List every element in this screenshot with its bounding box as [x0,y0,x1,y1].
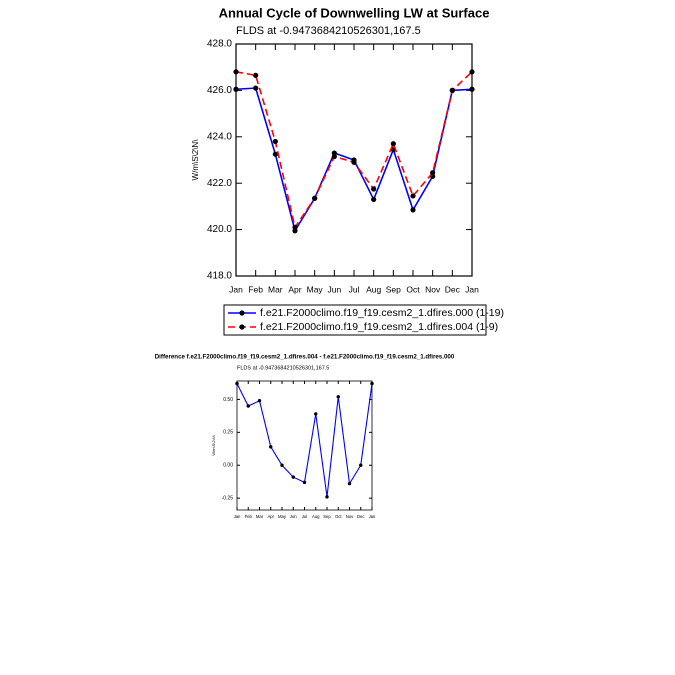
series-line [236,383,373,497]
data-point [269,445,273,449]
chart-title: Annual Cycle of Downwelling LW at Surfac… [219,5,490,20]
data-point [246,404,250,408]
x-tick-label: Aug [312,514,320,519]
x-tick-label: Apr [288,284,301,294]
x-tick-label: Feb [248,284,263,294]
y-tick-label: 0.00 [223,463,233,469]
y-tick-label: 424.0 [207,131,232,142]
data-point [336,395,340,399]
chart-subtitle: FLDS at -0.9473684210526301,167.5 [236,25,421,37]
data-point [410,193,416,199]
x-tick-label: Jan [234,514,241,519]
y-tick-label: -0.25 [222,495,234,501]
data-point [469,69,475,75]
x-tick-label: Aug [366,284,381,294]
data-point [253,72,259,78]
y-tick-label: 0.25 [223,430,233,436]
x-tick-label: Jan [465,284,479,294]
legend-label: f.e21.F2000climo.f19_f19.cesm2_1.dfires.… [260,307,504,319]
data-point [257,399,262,403]
data-point [233,86,239,92]
x-tick-label: Apr [267,514,274,519]
series-line [235,71,473,230]
legend-marker [239,324,245,330]
x-tick-label: Dec [445,284,461,294]
y-tick-label: 422.0 [207,178,232,189]
data-point [253,85,259,91]
y-axis-label: W/m\S\2\N\ [191,139,200,181]
x-tick-label: Dec [357,514,365,519]
x-tick-label: Jul [349,284,360,294]
legend-marker [239,310,245,316]
data-point [280,463,284,467]
data-point [430,170,436,176]
y-tick-label: 418.0 [207,271,232,282]
x-tick-label: Feb [245,514,253,519]
y-tick-label: 0.50 [223,397,233,403]
x-tick-label: May [278,514,287,519]
data-point [469,86,475,92]
y-tick-label: 428.0 [207,39,232,50]
data-point [347,481,352,486]
data-point [235,381,239,386]
data-point [302,480,307,485]
data-point [351,159,357,165]
data-point [312,195,318,201]
data-point [359,463,363,467]
data-point [233,69,239,75]
data-point [292,224,298,230]
data-point [371,186,377,192]
y-axis-label: W/m\S\2\N\ [211,434,216,455]
x-tick-label: Nov [425,284,441,294]
data-point [291,475,295,479]
x-tick-label: Sep [323,514,331,519]
plot-frame [236,380,373,511]
x-tick-label: Jan [229,284,243,294]
data-point [449,87,455,93]
chart-subtitle: FLDS at -0.9473684210526301,167.5 [237,365,329,371]
data-point [370,381,374,386]
x-tick-label: Nov [346,514,354,519]
data-point [331,153,337,160]
data-point [314,412,318,416]
x-tick-label: Jun [327,284,341,294]
x-tick-label: Mar [268,284,283,294]
data-point [272,138,278,145]
data-point [371,196,377,203]
x-tick-label: Mar [256,514,264,519]
x-tick-label: Jul [302,514,307,519]
x-tick-label: Oct [406,284,420,294]
data-point [325,495,329,499]
data-point [272,151,278,157]
x-tick-label: Oct [335,514,342,519]
x-tick-label: May [307,284,324,294]
data-point [410,207,416,213]
data-point [390,141,396,147]
x-tick-label: Jun [290,514,297,519]
x-tick-label: Jan [369,514,376,519]
y-tick-label: 426.0 [207,85,232,96]
legend-label: f.e21.F2000climo.f19_f19.cesm2_1.dfires.… [260,321,498,333]
y-tick-label: 420.0 [207,224,232,235]
x-tick-label: Sep [386,284,401,294]
legend-box [223,304,487,336]
chart-title: Difference f.e21.F2000climo.f19_f19.cesm… [155,354,455,361]
